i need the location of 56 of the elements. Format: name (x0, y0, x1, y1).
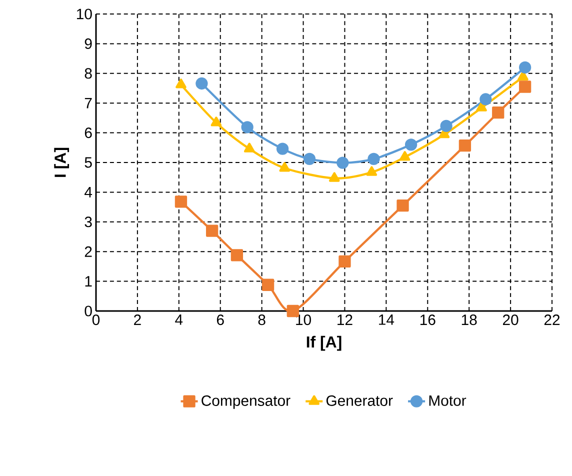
point (174, 196, 188, 208)
y-tick-label: 4 (84, 187, 92, 198)
y-tick-label: 6 (84, 128, 92, 138)
y-tick-label: 8 (84, 68, 92, 79)
point (262, 278, 274, 291)
legend-label: Compensator (202, 395, 290, 409)
point (458, 139, 472, 152)
point (480, 93, 492, 106)
point (206, 224, 218, 237)
legend-label: Motor (429, 395, 466, 406)
x-tick-label: 6 (216, 314, 224, 326)
x-tick-label: 2 (134, 314, 141, 325)
point (210, 116, 222, 126)
y-axis-title: I [A] (54, 148, 70, 177)
point (518, 70, 528, 81)
point (176, 78, 186, 88)
y-tick-label: 3 (84, 216, 92, 228)
x-tick-label: 22 (544, 314, 560, 325)
point (196, 77, 208, 90)
y-tick-label: 10 (77, 8, 92, 20)
point (396, 199, 409, 212)
x-tick-label: 20 (502, 314, 518, 326)
point (492, 106, 504, 119)
point (244, 142, 255, 152)
x-tick-label: 18 (462, 314, 477, 326)
point (399, 151, 410, 161)
point (276, 142, 289, 155)
point (366, 166, 378, 176)
point (440, 120, 452, 132)
x-axis-title: If [A] (306, 336, 342, 351)
x-tick-label: 12 (338, 314, 352, 325)
y-tick-label: 5 (84, 157, 92, 168)
y-tick-label: 7 (84, 98, 92, 108)
x-tick-label: 10 (296, 314, 311, 326)
point (336, 156, 349, 169)
y-tick-label: 2 (84, 246, 92, 257)
x-tick-label: 14 (379, 314, 394, 325)
x-tick-label: 16 (420, 314, 436, 326)
point (404, 138, 418, 151)
point (518, 80, 532, 93)
point (518, 61, 532, 74)
x-tick-label: 8 (258, 314, 266, 326)
point (230, 249, 244, 262)
point (241, 121, 254, 134)
point (368, 152, 380, 166)
point (476, 102, 487, 112)
point (328, 172, 340, 182)
x-tick-label: 0 (92, 314, 100, 326)
x-tick-label: 4 (175, 314, 183, 325)
point (303, 152, 316, 166)
point (338, 255, 351, 268)
y-tick-label: 0 (84, 306, 92, 316)
legend-label: Generator (326, 395, 393, 406)
point (279, 162, 290, 172)
y-tick-label: 9 (84, 38, 92, 49)
y-tick-label: 1 (85, 276, 92, 286)
